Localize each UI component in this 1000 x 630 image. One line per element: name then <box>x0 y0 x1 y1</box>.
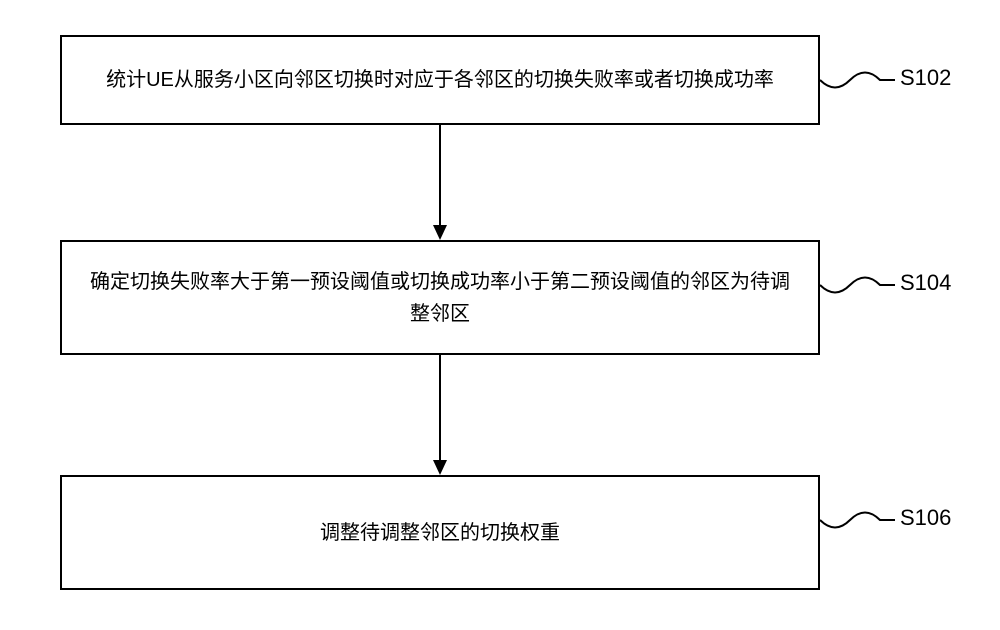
arrow-2-to-3 <box>430 355 450 478</box>
step-1-connector <box>820 60 900 100</box>
flowchart-container: 统计UE从服务小区向邻区切换时对应于各邻区的切换失败率或者切换成功率 S102 … <box>0 0 1000 630</box>
step-2-text: 确定切换失败率大于第一预设阈值或切换成功率小于第二预设阈值的邻区为待调整邻区 <box>82 266 798 330</box>
flowchart-step-2: 确定切换失败率大于第一预设阈值或切换成功率小于第二预设阈值的邻区为待调整邻区 <box>60 240 820 355</box>
flowchart-step-1: 统计UE从服务小区向邻区切换时对应于各邻区的切换失败率或者切换成功率 <box>60 35 820 125</box>
step-3-connector <box>820 500 900 540</box>
arrow-1-to-2 <box>430 125 450 243</box>
step-1-label: S102 <box>900 65 951 91</box>
flowchart-step-3: 调整待调整邻区的切换权重 <box>60 475 820 590</box>
step-3-label: S106 <box>900 505 951 531</box>
step-3-text: 调整待调整邻区的切换权重 <box>320 517 560 549</box>
step-2-connector <box>820 265 900 305</box>
step-1-text: 统计UE从服务小区向邻区切换时对应于各邻区的切换失败率或者切换成功率 <box>106 64 774 96</box>
step-2-label: S104 <box>900 270 951 296</box>
